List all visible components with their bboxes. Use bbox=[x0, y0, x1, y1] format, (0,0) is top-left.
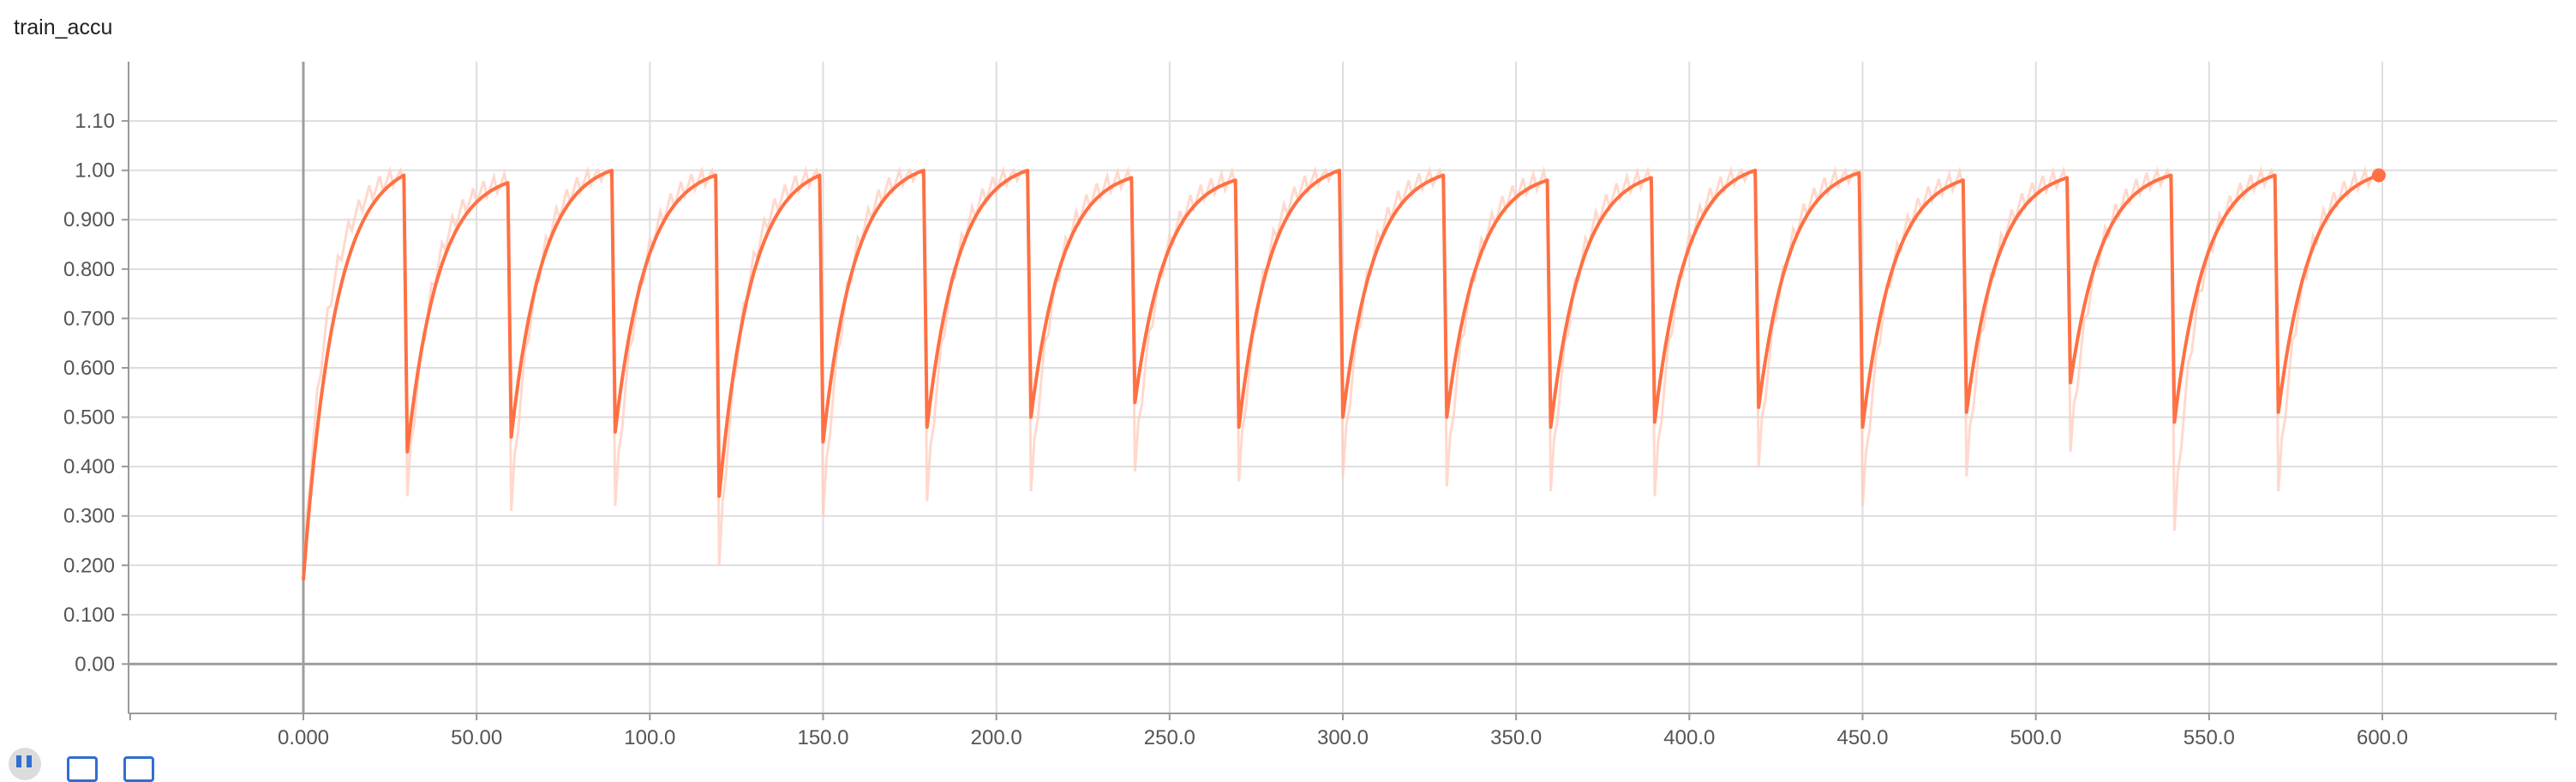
x-tick-label: 150.0 bbox=[797, 726, 848, 746]
y-tick-label: 1.00 bbox=[75, 159, 115, 183]
expand-icon bbox=[16, 755, 21, 767]
last-point-marker[interactable] bbox=[2371, 168, 2386, 183]
chart-toolbar bbox=[9, 748, 154, 782]
x-tick-label: 200.0 bbox=[971, 726, 1022, 746]
tick-labels: 0.00 0.100 0.200 0.300 0.400 0.500 0.600 0.700 0… bbox=[63, 110, 2408, 746]
x-tick-label: 50.00 bbox=[451, 726, 502, 746]
toggle-log-scale-button[interactable] bbox=[67, 756, 98, 782]
x-tick-label: 450.0 bbox=[1836, 726, 1888, 746]
x-tick-label: 250.0 bbox=[1144, 726, 1195, 746]
y-tick-label: 0.500 bbox=[63, 406, 115, 430]
y-tick-label: 0.600 bbox=[63, 357, 115, 380]
expand-chart-button[interactable] bbox=[9, 748, 41, 780]
y-tick-label: 0.300 bbox=[63, 505, 115, 528]
smoothed-series-line[interactable] bbox=[302, 168, 2380, 580]
x-tick-label: 550.0 bbox=[2184, 726, 2235, 746]
smoothed-series bbox=[302, 168, 2386, 580]
x-tick-label: 100.0 bbox=[624, 726, 675, 746]
y-tick-label: 0.200 bbox=[63, 554, 115, 577]
y-tick-label: 0.700 bbox=[63, 307, 115, 330]
y-tick-label: 0.900 bbox=[63, 208, 115, 232]
x-tick-label: 0.000 bbox=[278, 726, 329, 746]
x-tick-label: 600.0 bbox=[2357, 726, 2408, 746]
y-tick-label: 0.800 bbox=[63, 258, 115, 281]
axes bbox=[122, 62, 2557, 720]
y-tick-label: 0.100 bbox=[63, 604, 115, 627]
x-tick-label: 400.0 bbox=[1663, 726, 1715, 746]
chart-title: train_accu bbox=[14, 15, 113, 39]
x-tick-label: 300.0 bbox=[1317, 726, 1369, 746]
y-tick-label: 0.00 bbox=[75, 653, 115, 676]
y-tick-label: 1.10 bbox=[75, 110, 115, 133]
y-tick-label: 0.400 bbox=[63, 455, 115, 478]
chart-plot[interactable]: 0.00 0.100 0.200 0.300 0.400 0.500 0.600 0.700 0… bbox=[0, 0, 2576, 746]
x-tick-label: 350.0 bbox=[1490, 726, 1542, 746]
fit-domain-button[interactable] bbox=[123, 756, 154, 782]
x-tick-label: 500.0 bbox=[2010, 726, 2062, 746]
